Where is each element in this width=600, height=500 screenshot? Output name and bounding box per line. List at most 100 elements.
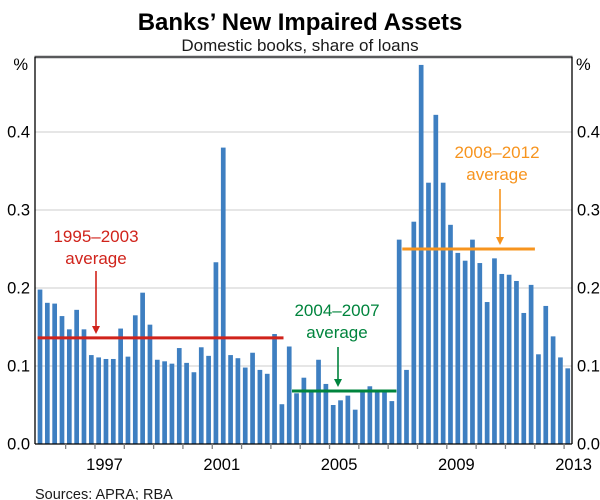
quarter-bar (462, 260, 468, 444)
y-axis-label-left: 0.3 (7, 202, 30, 220)
quarter-bar (125, 356, 131, 444)
average-label-period: 2004–2007 (294, 301, 379, 320)
quarter-bar (484, 302, 490, 444)
quarter-bar (426, 182, 431, 444)
quarter-bar (345, 395, 351, 444)
quarter-bar (59, 316, 65, 444)
quarter-bar (250, 352, 255, 444)
y-axis-unit-left: % (13, 56, 28, 74)
quarter-bar (147, 324, 153, 444)
quarter-bar (206, 355, 211, 444)
quarter-bar (169, 363, 175, 444)
y-axis-label-right: 0.4 (577, 124, 600, 142)
annotation-arrow-head (496, 237, 504, 245)
quarter-bar (110, 358, 116, 444)
quarter-bar (198, 347, 204, 444)
quarter-bar (411, 221, 417, 444)
quarter-bar (477, 263, 483, 444)
quarter-bar (96, 357, 101, 444)
quarter-bar (286, 346, 292, 444)
y-axis-label-right: 0.3 (577, 202, 600, 220)
quarter-bar (514, 280, 519, 444)
quarter-bar (316, 359, 321, 444)
x-axis-year-label: 1997 (86, 456, 123, 474)
quarter-bar (279, 404, 285, 444)
chart-subtitle: Domestic books, share of loans (181, 36, 418, 55)
quarter-bar (162, 361, 167, 444)
quarter-bar (74, 309, 79, 444)
quarter-bar (550, 336, 556, 444)
quarter-bar (257, 369, 263, 444)
quarter-bar (521, 312, 527, 444)
quarter-bar (37, 289, 43, 444)
quarter-bar (499, 273, 505, 444)
chart-title: Banks’ New Impaired Assets (138, 9, 463, 36)
quarter-bar (294, 393, 299, 444)
average-label-period: 1995–2003 (53, 227, 138, 246)
quarter-bar (118, 328, 123, 444)
y-axis-unit-right: % (576, 56, 591, 74)
quarter-bar (52, 303, 58, 444)
annotation-arrow-head (334, 379, 342, 387)
y-axis-label-right: 0.2 (577, 280, 600, 298)
quarter-bar (448, 224, 453, 444)
quarter-bar (330, 405, 336, 444)
quarter-bar (308, 390, 314, 444)
quarter-bar (338, 400, 343, 444)
quarter-bar (220, 147, 226, 444)
quarter-bar (506, 274, 512, 444)
quarter-bar (191, 372, 197, 444)
quarter-bar (374, 390, 380, 444)
quarter-bar (66, 329, 72, 444)
y-axis-label-left: 0.4 (7, 124, 30, 142)
average-label-word: average (466, 165, 527, 184)
y-axis-label-right: 0.0 (577, 436, 600, 454)
y-axis-label-left: 0.1 (7, 358, 30, 376)
quarter-bar (264, 373, 270, 444)
quarter-bar (558, 357, 563, 444)
quarter-bar (433, 114, 439, 444)
y-axis-label-left: 0.0 (7, 436, 30, 454)
x-axis-year-label: 2009 (438, 456, 475, 474)
quarter-bar (301, 377, 307, 444)
quarter-bar (132, 315, 138, 444)
quarter-bar (352, 409, 358, 444)
quarter-bar (396, 239, 402, 444)
quarter-bar (228, 355, 233, 444)
quarter-bar (176, 348, 182, 444)
quarter-bar (44, 302, 50, 444)
quarter-bar (140, 292, 145, 444)
quarter-bar (103, 358, 109, 444)
quarter-bar (455, 252, 461, 444)
quarter-bar (389, 401, 395, 444)
y-axis-label-left: 0.2 (7, 280, 30, 298)
quarter-bar (367, 386, 373, 444)
quarter-bar (213, 262, 219, 444)
annotation-arrow-head (92, 326, 100, 334)
quarter-bar (272, 334, 277, 444)
quarter-bar (470, 239, 475, 444)
quarter-bar (323, 383, 329, 444)
quarter-bar (492, 258, 497, 444)
quarter-bar (418, 64, 424, 445)
average-label-word: average (306, 323, 367, 342)
average-label-period: 2008–2012 (454, 143, 539, 162)
quarter-bar (184, 362, 189, 444)
quarter-bar (440, 182, 446, 444)
plot-area: 1995–2003 average 2004–2007 average 2008–201… (7, 55, 600, 474)
quarter-bar (235, 358, 241, 444)
quarter-bar (88, 355, 94, 444)
x-axis-year-label: 2001 (203, 456, 240, 474)
source-note: Sources: APRA; RBA (35, 487, 173, 500)
quarter-bar (360, 390, 365, 444)
quarter-bar (81, 329, 87, 444)
quarter-bar (154, 359, 160, 444)
quarter-bar (565, 368, 571, 444)
quarter-bar (528, 284, 534, 444)
y-axis-label-right: 0.1 (577, 358, 600, 376)
quarter-bar (242, 367, 248, 444)
quarter-bar (404, 369, 409, 444)
quarter-bar (543, 305, 549, 444)
